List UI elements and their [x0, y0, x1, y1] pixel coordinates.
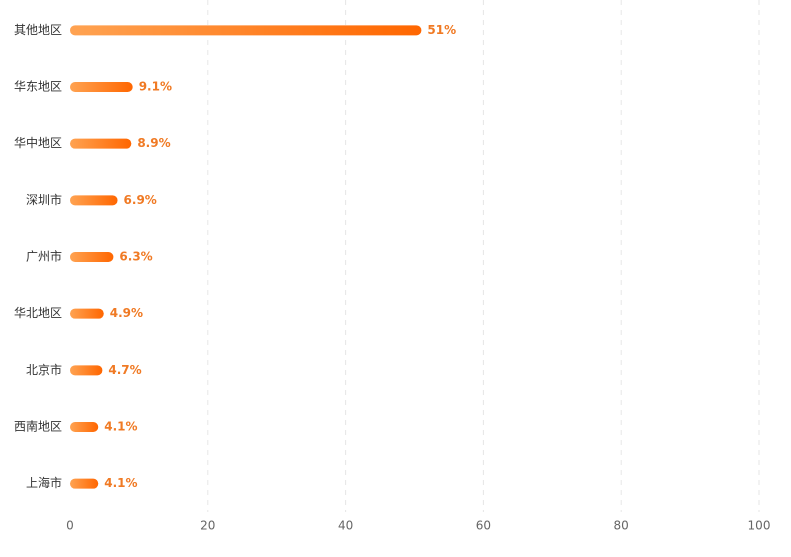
value-label: 51% [427, 23, 456, 37]
x-tick-label: 80 [614, 519, 629, 533]
x-tick-label: 100 [748, 519, 771, 533]
x-tick-label: 0 [66, 519, 74, 533]
bar [70, 308, 104, 319]
bar [70, 82, 133, 92]
x-tick-label: 60 [476, 519, 491, 533]
bar [70, 25, 422, 36]
y-tick-label: 上海市 [26, 475, 62, 490]
y-tick-label: 华北地区 [14, 306, 62, 320]
x-tick-label: 40 [338, 519, 353, 533]
y-tick-label: 广州市 [26, 249, 62, 264]
value-label: 9.1% [139, 80, 172, 94]
x-tick-label: 20 [200, 519, 215, 533]
bar [70, 138, 132, 149]
value-label: 6.9% [124, 193, 157, 207]
y-tick-label: 北京市 [26, 362, 62, 377]
value-label: 8.9% [137, 136, 170, 150]
bar [70, 365, 103, 376]
y-tick-label: 华中地区 [14, 135, 62, 150]
value-label: 4.9% [110, 306, 143, 320]
bar [70, 422, 99, 432]
value-label: 4.1% [104, 420, 137, 434]
value-label: 6.3% [119, 250, 152, 264]
y-tick-label: 西南地区 [14, 419, 62, 434]
bar [70, 252, 114, 262]
value-label: 4.1% [104, 476, 137, 490]
value-label: 4.7% [108, 363, 141, 377]
y-tick-label: 深圳市 [26, 192, 62, 207]
y-tick-label: 华东地区 [14, 80, 62, 94]
bar [70, 195, 118, 206]
y-tick-label: 其他地区 [14, 23, 62, 37]
bar [70, 478, 99, 489]
